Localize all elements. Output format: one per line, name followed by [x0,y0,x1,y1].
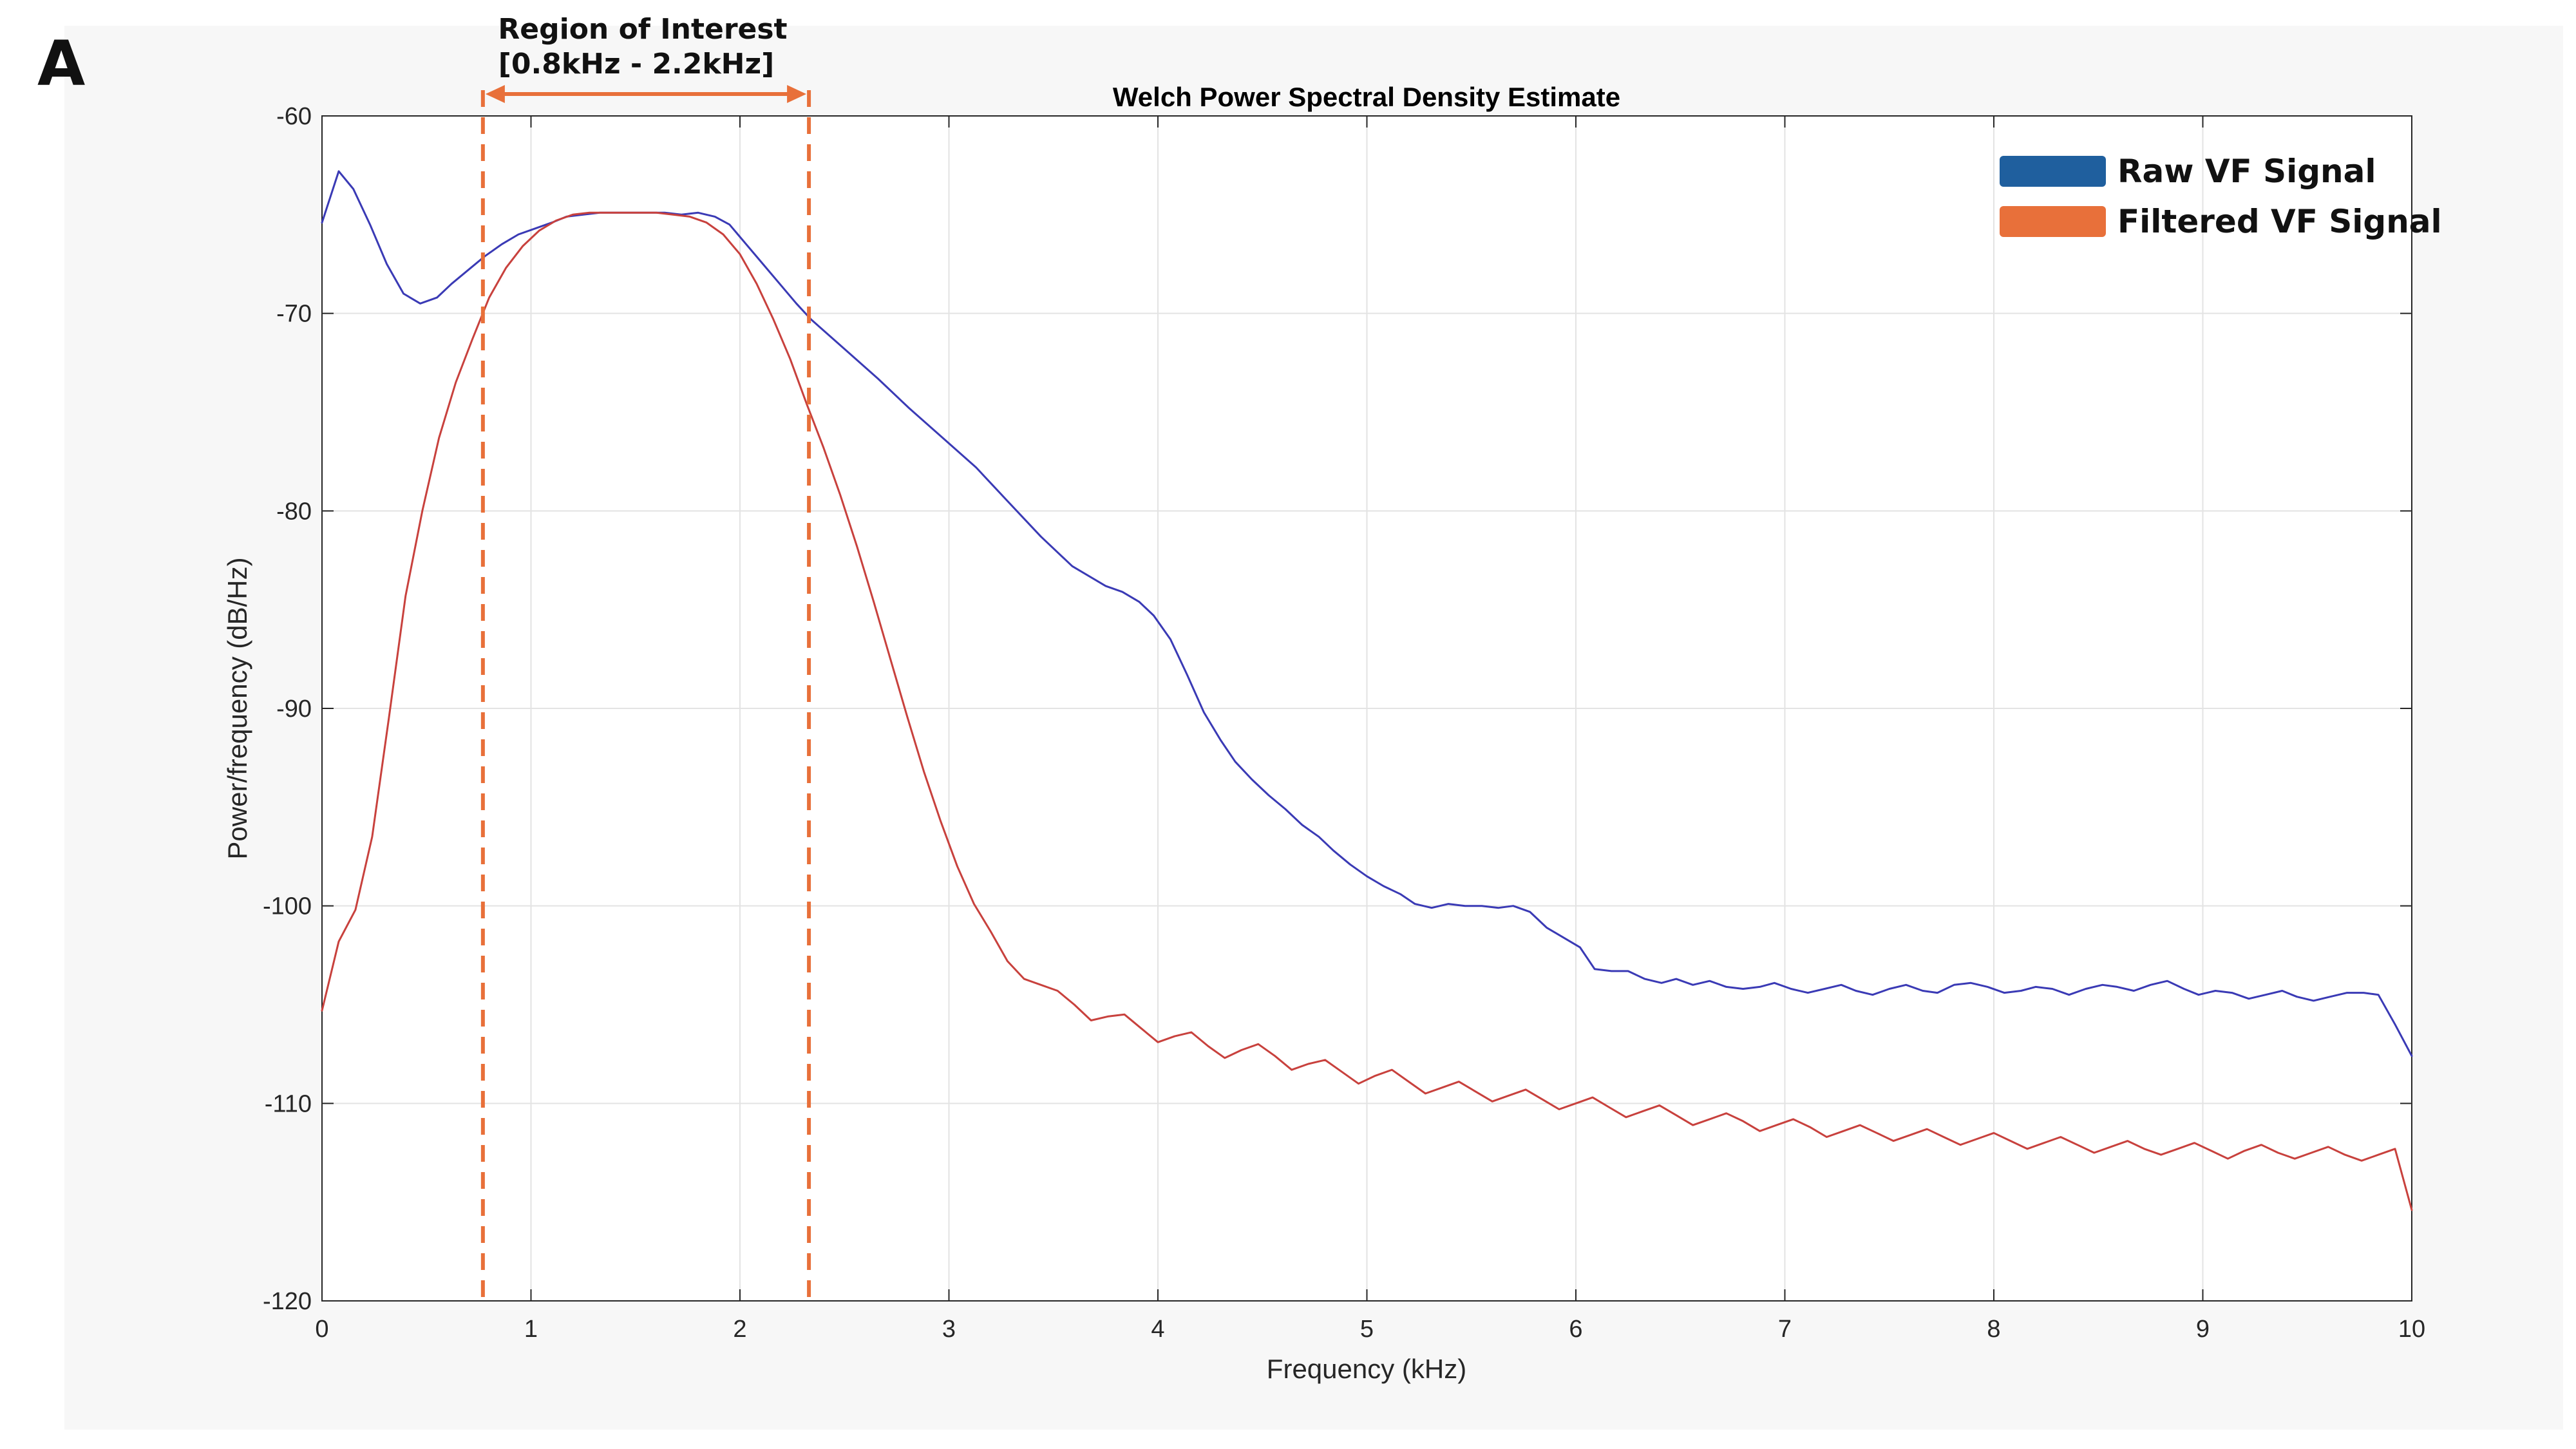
series-layer [321,170,2413,1211]
y-tick-label: -70 [276,301,312,328]
series-line-filtered [321,211,2413,1211]
legend-swatch-filtered [2000,206,2106,237]
x-tick-label: 2 [733,1316,746,1343]
y-tick-label: -100 [263,893,312,920]
roi-title: Region of Interest [498,13,787,46]
x-axis-label: Frequency (kHz) [1267,1354,1466,1384]
legend-swatch-raw [2000,156,2106,187]
y-tick-label: -110 [265,1090,312,1117]
x-tick-label: 6 [1569,1316,1582,1343]
legend: Raw VF Signal Filtered VF Signal [2000,153,2442,240]
y-tick-label: -90 [276,696,312,723]
x-tick-label: 3 [942,1316,956,1343]
legend-label-raw: Raw VF Signal [2117,153,2376,190]
x-tick-label: 5 [1360,1316,1374,1343]
x-tick-label: 4 [1151,1316,1164,1343]
x-tick-label: 10 [2398,1316,2425,1343]
x-tick-label: 0 [315,1316,328,1343]
roi-arrow-left-head [485,85,505,103]
legend-label-filtered: Filtered VF Signal [2117,203,2442,240]
roi-range-label: [0.8kHz - 2.2kHz] [498,48,774,80]
y-tick-label: -120 [263,1288,312,1315]
panel-label: A [37,28,85,100]
chart-title: Welch Power Spectral Density Estimate [1113,82,1620,112]
y-axis-label: Power/frequency (dB/Hz) [222,557,252,859]
x-tick-label: 8 [1987,1316,2000,1343]
grid [322,116,2412,1301]
x-tick-label: 1 [524,1316,538,1343]
axis-ticks: 0 1 2 3 4 5 6 7 8 9 10 -60 -70 -80 -90 -100 -110 -120 [263,103,2425,1343]
x-tick-label: 7 [1778,1316,1792,1343]
region-of-interest [480,85,811,1301]
x-tick-label: 9 [2196,1316,2210,1343]
roi-arrow-right-head [787,85,807,103]
y-tick-label: -60 [276,103,312,130]
y-tick-label: -80 [276,498,312,525]
